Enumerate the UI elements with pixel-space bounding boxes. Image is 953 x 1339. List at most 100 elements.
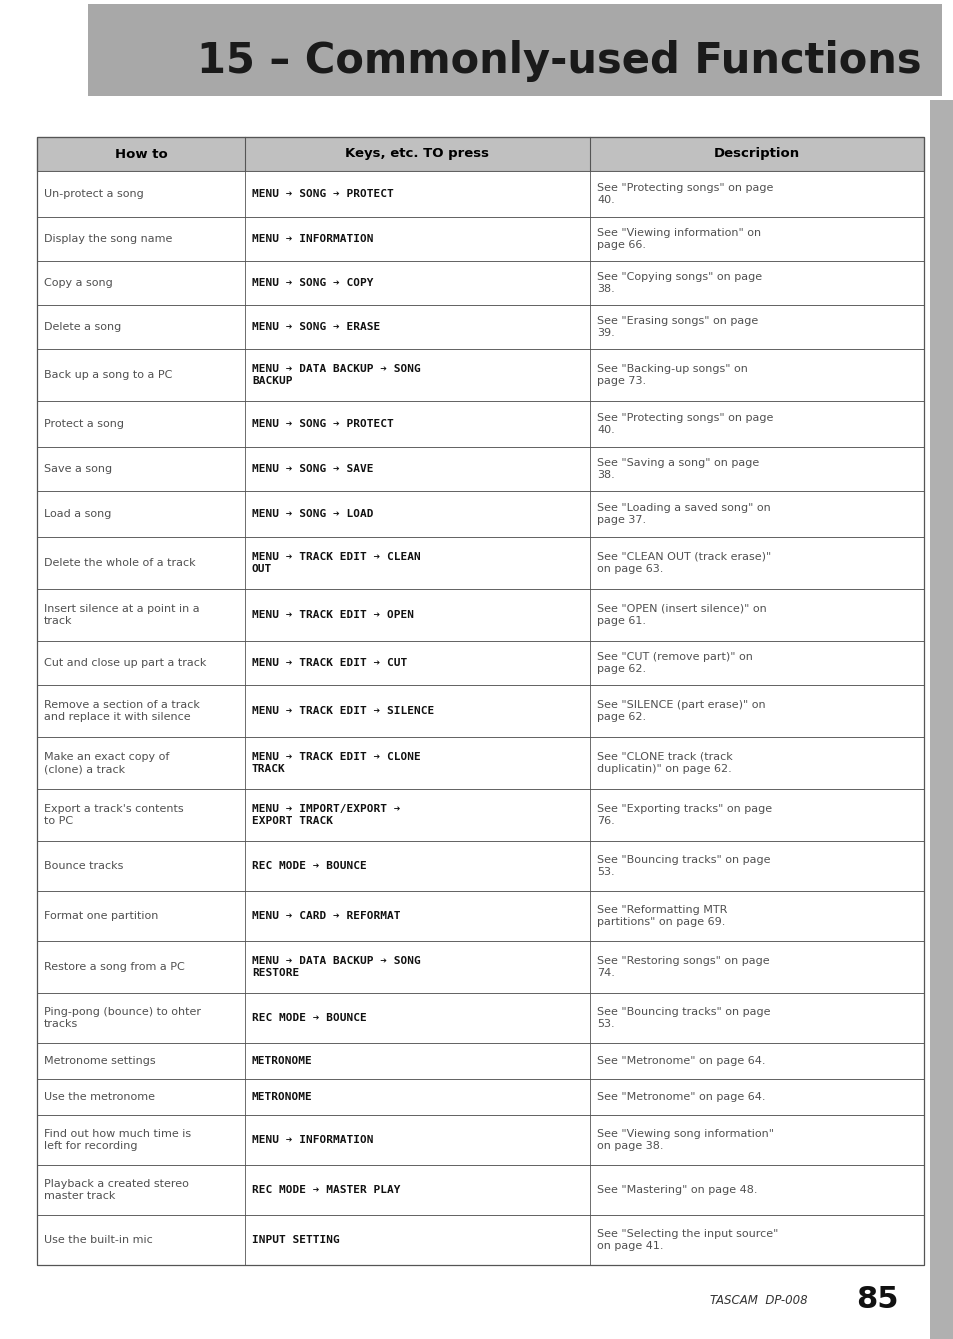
Text: Ping-pong (bounce) to ohter
tracks: Ping-pong (bounce) to ohter tracks <box>44 1007 201 1030</box>
Bar <box>929 100 953 1339</box>
Bar <box>37 491 923 537</box>
Text: Delete the whole of a track: Delete the whole of a track <box>44 558 195 568</box>
Text: See "Selecting the input source"
on page 41.: See "Selecting the input source" on page… <box>597 1229 778 1252</box>
Text: See "Protecting songs" on page
40.: See "Protecting songs" on page 40. <box>597 182 773 205</box>
Text: See "Reformatting MTR
partitions" on page 69.: See "Reformatting MTR partitions" on pag… <box>597 905 726 928</box>
Text: Format one partition: Format one partition <box>44 911 158 921</box>
Text: See "Bouncing tracks" on page
53.: See "Bouncing tracks" on page 53. <box>597 854 770 877</box>
Bar <box>37 941 923 994</box>
Bar <box>37 305 923 349</box>
Text: See "Mastering" on page 48.: See "Mastering" on page 48. <box>597 1185 757 1194</box>
Text: See "Backing-up songs" on
page 73.: See "Backing-up songs" on page 73. <box>597 364 747 387</box>
Bar <box>37 1115 923 1165</box>
Text: See "Copying songs" on page
38.: See "Copying songs" on page 38. <box>597 272 761 295</box>
Text: See "Loading a saved song" on
page 37.: See "Loading a saved song" on page 37. <box>597 502 770 525</box>
Text: MENU ➔ SONG ➔ LOAD: MENU ➔ SONG ➔ LOAD <box>252 509 374 520</box>
Text: Restore a song from a PC: Restore a song from a PC <box>44 961 185 972</box>
Text: Insert silence at a point in a
track: Insert silence at a point in a track <box>44 604 199 627</box>
Text: MENU ➔ TRACK EDIT ➔ CLONE
TRACK: MENU ➔ TRACK EDIT ➔ CLONE TRACK <box>252 751 420 774</box>
Bar <box>37 890 923 941</box>
Text: Export a track's contents
to PC: Export a track's contents to PC <box>44 803 183 826</box>
Text: INPUT SETTING: INPUT SETTING <box>252 1235 339 1245</box>
Text: MENU ➔ SONG ➔ PROTECT: MENU ➔ SONG ➔ PROTECT <box>252 189 394 200</box>
Text: TASCAM  DP-008: TASCAM DP-008 <box>709 1293 807 1307</box>
Text: MENU ➔ IMPORT/EXPORT ➔
EXPORT TRACK: MENU ➔ IMPORT/EXPORT ➔ EXPORT TRACK <box>252 803 400 826</box>
Bar <box>88 4 941 96</box>
Text: Un-protect a song: Un-protect a song <box>44 189 144 200</box>
Text: Make an exact copy of
(clone) a track: Make an exact copy of (clone) a track <box>44 751 170 774</box>
Text: MENU ➔ TRACK EDIT ➔ SILENCE: MENU ➔ TRACK EDIT ➔ SILENCE <box>252 706 434 716</box>
Text: Back up a song to a PC: Back up a song to a PC <box>44 370 172 380</box>
Text: See "OPEN (insert silence)" on
page 61.: See "OPEN (insert silence)" on page 61. <box>597 604 766 627</box>
Bar <box>37 400 923 447</box>
Text: See "Restoring songs" on page
74.: See "Restoring songs" on page 74. <box>597 956 769 979</box>
Text: Use the metronome: Use the metronome <box>44 1093 154 1102</box>
Text: MENU ➔ DATA BACKUP ➔ SONG
BACKUP: MENU ➔ DATA BACKUP ➔ SONG BACKUP <box>252 364 420 387</box>
Text: Bounce tracks: Bounce tracks <box>44 861 123 870</box>
Text: MENU ➔ SONG ➔ COPY: MENU ➔ SONG ➔ COPY <box>252 279 374 288</box>
Text: See "SILENCE (part erase)" on
page 62.: See "SILENCE (part erase)" on page 62. <box>597 699 765 723</box>
Text: MENU ➔ CARD ➔ REFORMAT: MENU ➔ CARD ➔ REFORMAT <box>252 911 400 921</box>
Bar <box>37 1079 923 1115</box>
Text: REC MODE ➔ BOUNCE: REC MODE ➔ BOUNCE <box>252 1014 366 1023</box>
Bar <box>37 1165 923 1214</box>
Bar <box>37 447 923 491</box>
Text: See "Saving a song" on page
38.: See "Saving a song" on page 38. <box>597 458 759 481</box>
Bar <box>37 841 923 890</box>
Text: Description: Description <box>713 147 800 161</box>
Bar <box>37 261 923 305</box>
Bar <box>37 171 923 217</box>
Text: Find out how much time is
left for recording: Find out how much time is left for recor… <box>44 1129 191 1152</box>
Text: MENU ➔ SONG ➔ ERASE: MENU ➔ SONG ➔ ERASE <box>252 321 380 332</box>
Text: Remove a section of a track
and replace it with silence: Remove a section of a track and replace … <box>44 699 200 723</box>
Text: See "Viewing song information"
on page 38.: See "Viewing song information" on page 3… <box>597 1129 773 1152</box>
Text: Copy a song: Copy a song <box>44 279 112 288</box>
Text: MENU ➔ DATA BACKUP ➔ SONG
RESTORE: MENU ➔ DATA BACKUP ➔ SONG RESTORE <box>252 956 420 979</box>
Text: MENU ➔ INFORMATION: MENU ➔ INFORMATION <box>252 1135 374 1145</box>
Bar <box>37 1214 923 1265</box>
Text: Save a song: Save a song <box>44 465 112 474</box>
Bar <box>37 217 923 261</box>
Bar <box>37 1043 923 1079</box>
Bar <box>37 349 923 400</box>
Text: 85: 85 <box>855 1285 898 1315</box>
Text: See "Protecting songs" on page
40.: See "Protecting songs" on page 40. <box>597 412 773 435</box>
Text: MENU ➔ TRACK EDIT ➔ OPEN: MENU ➔ TRACK EDIT ➔ OPEN <box>252 611 414 620</box>
Text: How to: How to <box>114 147 167 161</box>
Text: METRONOME: METRONOME <box>252 1056 313 1066</box>
Text: See "CLEAN OUT (track erase)"
on page 63.: See "CLEAN OUT (track erase)" on page 63… <box>597 552 770 574</box>
Text: Load a song: Load a song <box>44 509 112 520</box>
Text: MENU ➔ SONG ➔ PROTECT: MENU ➔ SONG ➔ PROTECT <box>252 419 394 428</box>
Bar <box>37 686 923 736</box>
Bar <box>37 641 923 686</box>
Bar <box>37 994 923 1043</box>
Text: Playback a created stereo
master track: Playback a created stereo master track <box>44 1178 189 1201</box>
Text: METRONOME: METRONOME <box>252 1093 313 1102</box>
Text: See "CLONE track (track
duplicatin)" on page 62.: See "CLONE track (track duplicatin)" on … <box>597 751 732 774</box>
Text: Keys, etc. TO press: Keys, etc. TO press <box>345 147 489 161</box>
Text: MENU ➔ SONG ➔ SAVE: MENU ➔ SONG ➔ SAVE <box>252 465 374 474</box>
Text: See "Metronome" on page 64.: See "Metronome" on page 64. <box>597 1093 764 1102</box>
Bar <box>37 589 923 641</box>
Text: See "Erasing songs" on page
39.: See "Erasing songs" on page 39. <box>597 316 758 339</box>
Text: Use the built-in mic: Use the built-in mic <box>44 1235 152 1245</box>
Bar <box>37 789 923 841</box>
Text: MENU ➔ TRACK EDIT ➔ CLEAN
OUT: MENU ➔ TRACK EDIT ➔ CLEAN OUT <box>252 552 420 574</box>
Text: See "Bouncing tracks" on page
53.: See "Bouncing tracks" on page 53. <box>597 1007 770 1030</box>
Text: Display the song name: Display the song name <box>44 234 172 244</box>
Text: Protect a song: Protect a song <box>44 419 124 428</box>
Text: REC MODE ➔ MASTER PLAY: REC MODE ➔ MASTER PLAY <box>252 1185 400 1194</box>
Text: Metronome settings: Metronome settings <box>44 1056 155 1066</box>
Text: See "Metronome" on page 64.: See "Metronome" on page 64. <box>597 1056 764 1066</box>
Text: Delete a song: Delete a song <box>44 321 121 332</box>
Text: 15 – Commonly-used Functions: 15 – Commonly-used Functions <box>197 40 921 82</box>
Text: See "Viewing information" on
page 66.: See "Viewing information" on page 66. <box>597 228 760 250</box>
Bar <box>37 137 923 171</box>
Text: See "Exporting tracks" on page
76.: See "Exporting tracks" on page 76. <box>597 803 771 826</box>
Text: See "CUT (remove part)" on
page 62.: See "CUT (remove part)" on page 62. <box>597 652 752 675</box>
Bar <box>37 137 923 1265</box>
Text: Cut and close up part a track: Cut and close up part a track <box>44 657 206 668</box>
Bar <box>37 537 923 589</box>
Bar <box>37 736 923 789</box>
Text: MENU ➔ INFORMATION: MENU ➔ INFORMATION <box>252 234 374 244</box>
